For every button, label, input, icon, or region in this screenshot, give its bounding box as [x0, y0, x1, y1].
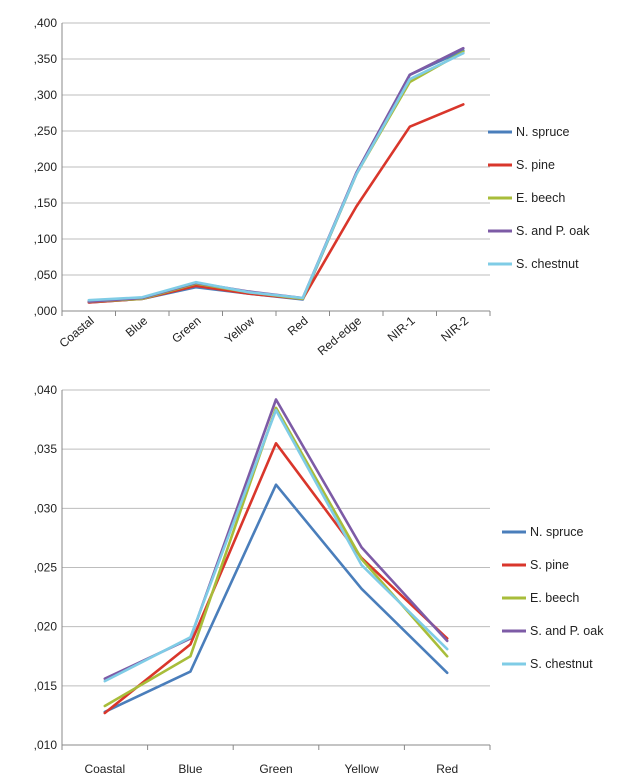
series-line — [103, 483, 449, 714]
series-line — [103, 408, 449, 683]
x-tick-label: Yellow — [222, 313, 257, 346]
x-tick-label: Coastal — [57, 314, 97, 351]
series-line — [87, 51, 465, 302]
y-tick-label: ,400 — [34, 16, 58, 30]
x-tick-label: Red — [285, 314, 311, 339]
x-tick-label: Blue — [123, 313, 151, 339]
x-tick-label: NIR-1 — [385, 313, 418, 344]
series-line — [103, 398, 449, 681]
legend-label: S. pine — [516, 158, 555, 172]
y-tick-label: ,035 — [34, 442, 58, 456]
y-tick-label: ,040 — [34, 383, 58, 397]
y-tick-label: ,015 — [34, 679, 58, 693]
y-tick-label: ,250 — [34, 124, 58, 138]
x-tick-label: Blue — [178, 762, 202, 776]
legend-label: E. beech — [530, 591, 579, 605]
y-tick-label: ,000 — [34, 304, 58, 318]
y-tick-label: ,100 — [34, 232, 58, 246]
y-tick-label: ,010 — [34, 738, 58, 752]
x-tick-label: Red-edge — [315, 313, 365, 358]
y-tick-label: ,300 — [34, 88, 58, 102]
x-tick-label: NIR-2 — [438, 313, 471, 344]
legend-label: S. chestnut — [516, 257, 579, 271]
series-line — [87, 50, 465, 303]
legend-label: S. and P. oak — [516, 224, 590, 238]
y-tick-label: ,050 — [34, 268, 58, 282]
series-line — [103, 441, 449, 715]
y-tick-label: ,020 — [34, 620, 58, 634]
x-tick-label: Red — [436, 762, 458, 776]
chart-2: ,010 ,015 ,020 ,025 ,030 ,035 ,040 Coastal Blue G… — [34, 383, 605, 776]
legend-label: E. beech — [516, 191, 565, 205]
chart-1: ,000 ,050 ,100 ,150 ,200 ,250 ,300 ,350 ,400 Coas… — [34, 16, 591, 358]
legend-label: S. pine — [530, 558, 569, 572]
y-tick-label: ,200 — [34, 160, 58, 174]
series-line — [103, 406, 449, 708]
legend-label: N. spruce — [516, 125, 570, 139]
y-tick-label: ,350 — [34, 52, 58, 66]
legend-label: S. chestnut — [530, 657, 593, 671]
x-tick-label: Yellow — [344, 762, 379, 776]
x-tick-label: Green — [169, 314, 204, 346]
y-tick-label: ,025 — [34, 561, 58, 575]
x-tick-label: Green — [259, 762, 292, 776]
legend-label: N. spruce — [530, 525, 584, 539]
legend-label: S. and P. oak — [530, 624, 604, 638]
y-tick-label: ,150 — [34, 196, 58, 210]
x-tick-label: Coastal — [84, 762, 125, 776]
y-tick-label: ,030 — [34, 501, 58, 515]
